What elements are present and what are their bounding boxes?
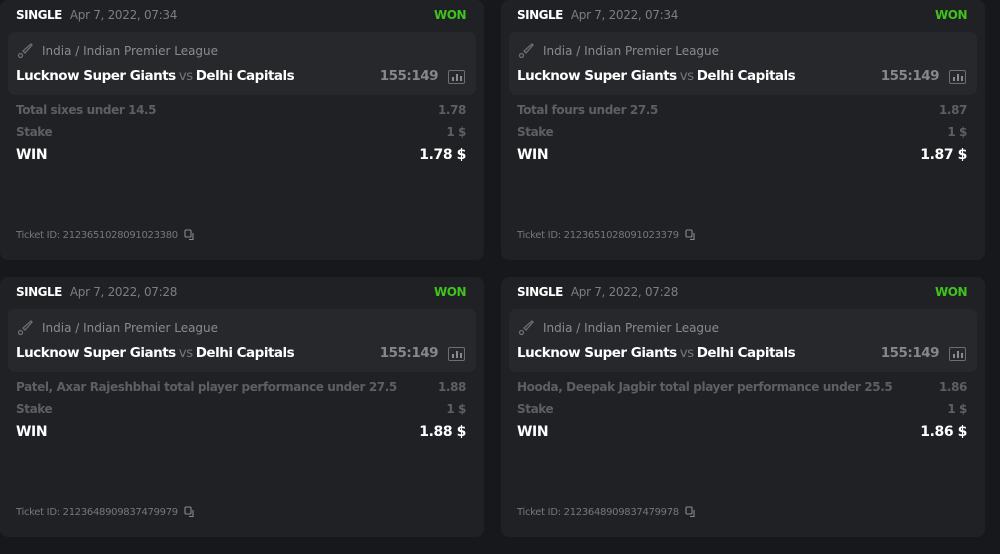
match-teams: Lucknow Super Giants vs Delhi Capitals [517, 68, 796, 84]
copy-icon[interactable] [685, 229, 697, 241]
away-team: Delhi Capitals [696, 345, 796, 361]
status-badge: WON [935, 285, 967, 299]
stake-row: Stake 1 $ [16, 125, 466, 139]
home-team: Lucknow Super Giants [16, 345, 176, 361]
market-row: Total sixes under 14.5 1.78 [16, 103, 466, 117]
copy-icon[interactable] [184, 506, 196, 518]
odds: 1.78 [437, 103, 466, 117]
bet-ticket-card: SINGLE Apr 7, 2022, 07:28 WON India / In… [501, 277, 985, 537]
bet-ticket-card: SINGLE Apr 7, 2022, 07:28 WON India / In… [0, 277, 484, 537]
bet-type: SINGLE [517, 285, 563, 299]
vs-label: vs [679, 68, 695, 84]
stake-value: 1 $ [446, 402, 466, 416]
league-name: India / Indian Premier League [543, 44, 720, 58]
status-badge: WON [434, 8, 466, 22]
win-value: 1.86 $ [920, 424, 967, 440]
odds: 1.88 [437, 380, 466, 394]
ticket-id: Ticket ID: 2123648909837479979 [16, 506, 178, 518]
event-box[interactable]: India / Indian Premier League Lucknow Su… [8, 32, 476, 95]
win-value: 1.87 $ [920, 147, 967, 163]
vs-label: vs [679, 345, 695, 361]
vs-label: vs [178, 68, 194, 84]
bet-type: SINGLE [517, 8, 563, 22]
statistics-icon[interactable] [448, 347, 465, 361]
statistics-icon[interactable] [949, 347, 966, 361]
market-name: Total sixes under 14.5 [16, 103, 157, 117]
ticket-id: Ticket ID: 2123651028091023379 [517, 229, 679, 241]
event-box[interactable]: India / Indian Premier League Lucknow Su… [8, 309, 476, 372]
match-score: 155:149 [880, 345, 940, 361]
copy-icon[interactable] [685, 506, 697, 518]
win-row: WIN 1.88 $ [16, 424, 466, 440]
home-team: Lucknow Super Giants [16, 68, 176, 84]
odds: 1.87 [938, 103, 967, 117]
cricket-bat-icon [17, 320, 33, 336]
market-row: Total fours under 27.5 1.87 [517, 103, 967, 117]
match-teams: Lucknow Super Giants vs Delhi Capitals [16, 68, 295, 84]
bet-ticket-card: SINGLE Apr 7, 2022, 07:34 WON India / In… [501, 0, 985, 260]
away-team: Delhi Capitals [195, 68, 295, 84]
status-badge: WON [935, 8, 967, 22]
win-row: WIN 1.86 $ [517, 424, 967, 440]
copy-icon[interactable] [184, 229, 196, 241]
win-label: WIN [517, 424, 549, 440]
status-badge: WON [434, 285, 466, 299]
stake-row: Stake 1 $ [517, 125, 967, 139]
stake-label: Stake [16, 402, 53, 416]
match-score: 155:149 [379, 68, 439, 84]
cricket-bat-icon [518, 320, 534, 336]
win-label: WIN [16, 424, 48, 440]
win-row: WIN 1.78 $ [16, 147, 466, 163]
match-teams: Lucknow Super Giants vs Delhi Capitals [16, 345, 295, 361]
bet-type: SINGLE [16, 8, 62, 22]
bet-date: Apr 7, 2022, 07:34 [570, 8, 679, 22]
odds: 1.86 [938, 380, 967, 394]
bet-date: Apr 7, 2022, 07:28 [570, 285, 679, 299]
vs-label: vs [178, 345, 194, 361]
stake-value: 1 $ [947, 402, 967, 416]
event-box[interactable]: India / Indian Premier League Lucknow Su… [509, 309, 977, 372]
market-row: Patel, Axar Rajeshbhai total player perf… [16, 380, 466, 394]
league-name: India / Indian Premier League [42, 44, 219, 58]
away-team: Delhi Capitals [696, 68, 796, 84]
league-name: India / Indian Premier League [543, 321, 720, 335]
statistics-icon[interactable] [949, 70, 966, 84]
match-score: 155:149 [880, 68, 940, 84]
event-box[interactable]: India / Indian Premier League Lucknow Su… [509, 32, 977, 95]
stake-label: Stake [517, 402, 554, 416]
match-score: 155:149 [379, 345, 439, 361]
win-value: 1.88 $ [419, 424, 466, 440]
win-value: 1.78 $ [419, 147, 466, 163]
stake-value: 1 $ [446, 125, 466, 139]
market-name: Total fours under 27.5 [517, 103, 658, 117]
cricket-bat-icon [17, 43, 33, 59]
ticket-id: Ticket ID: 2123651028091023380 [16, 229, 178, 241]
home-team: Lucknow Super Giants [517, 345, 677, 361]
cricket-bat-icon [518, 43, 534, 59]
market-row: Hooda, Deepak Jagbir total player perfor… [517, 380, 967, 394]
ticket-id: Ticket ID: 2123648909837479978 [517, 506, 679, 518]
win-label: WIN [517, 147, 549, 163]
market-name: Patel, Axar Rajeshbhai total player perf… [16, 380, 397, 394]
stake-value: 1 $ [947, 125, 967, 139]
statistics-icon[interactable] [448, 70, 465, 84]
away-team: Delhi Capitals [195, 345, 295, 361]
win-label: WIN [16, 147, 48, 163]
stake-row: Stake 1 $ [16, 402, 466, 416]
stake-row: Stake 1 $ [517, 402, 967, 416]
stake-label: Stake [16, 125, 53, 139]
stake-label: Stake [517, 125, 554, 139]
bet-ticket-card: SINGLE Apr 7, 2022, 07:34 WON India / In… [0, 0, 484, 260]
bet-date: Apr 7, 2022, 07:34 [69, 8, 178, 22]
win-row: WIN 1.87 $ [517, 147, 967, 163]
match-teams: Lucknow Super Giants vs Delhi Capitals [517, 345, 796, 361]
league-name: India / Indian Premier League [42, 321, 219, 335]
bet-date: Apr 7, 2022, 07:28 [69, 285, 178, 299]
bet-type: SINGLE [16, 285, 62, 299]
home-team: Lucknow Super Giants [517, 68, 677, 84]
market-name: Hooda, Deepak Jagbir total player perfor… [517, 380, 893, 394]
